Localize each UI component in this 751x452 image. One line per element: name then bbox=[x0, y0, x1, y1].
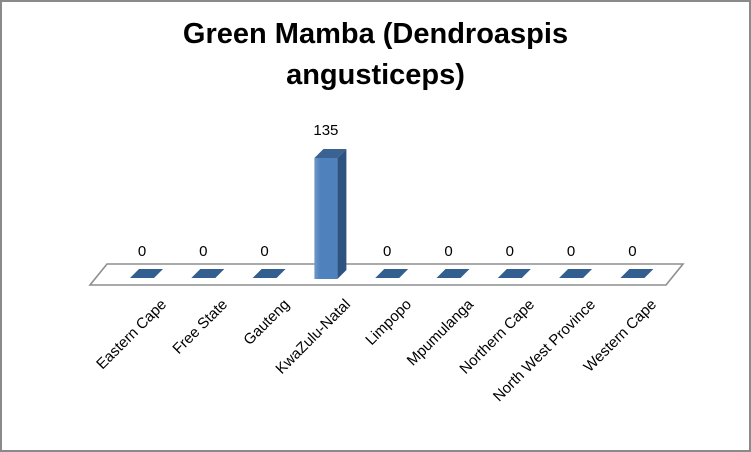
zero-bar bbox=[497, 269, 531, 278]
value-label: 0 bbox=[505, 243, 514, 260]
value-label: 0 bbox=[566, 243, 576, 260]
zero-bar bbox=[191, 269, 225, 278]
bar-front-face bbox=[314, 158, 338, 279]
bar-side-face bbox=[337, 149, 347, 279]
zero-bar bbox=[436, 269, 470, 278]
value-label: 0 bbox=[137, 243, 147, 260]
zero-bar bbox=[252, 269, 286, 278]
zero-bar bbox=[375, 269, 409, 278]
zero-bar bbox=[130, 269, 163, 278]
value-label: 135 bbox=[313, 122, 339, 139]
zero-bar bbox=[559, 269, 593, 278]
value-label: 0 bbox=[444, 243, 453, 260]
value-label: 0 bbox=[628, 243, 637, 260]
zero-bar bbox=[620, 269, 654, 278]
bar-top-face bbox=[314, 149, 347, 158]
value-label: 0 bbox=[260, 243, 269, 260]
chart-title: Green Mamba (Dendroaspis angusticeps) bbox=[182, 18, 569, 92]
value-label: 0 bbox=[383, 243, 392, 260]
value-label: 0 bbox=[199, 243, 208, 260]
